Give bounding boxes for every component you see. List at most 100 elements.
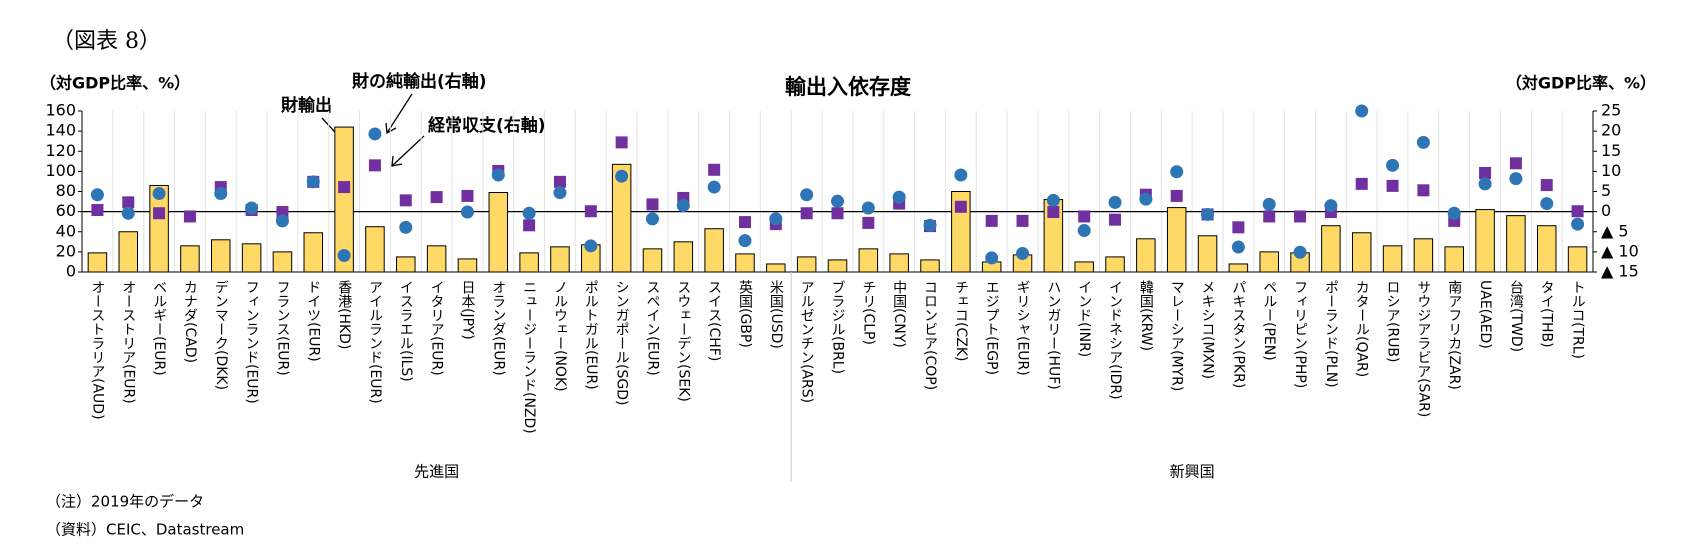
bar bbox=[1166, 207, 1187, 273]
bar bbox=[1105, 256, 1125, 273]
bar bbox=[1228, 263, 1249, 273]
x-tick-label: オーストラリア(AUD) bbox=[89, 280, 105, 420]
square-marker bbox=[1479, 166, 1492, 179]
square-marker bbox=[368, 159, 381, 172]
circle-marker bbox=[553, 186, 567, 200]
circle-marker bbox=[985, 251, 999, 265]
bar bbox=[365, 226, 385, 273]
x-tick-label: オランダ(EUR) bbox=[490, 280, 506, 376]
x-tick-label: ドイツ(EUR) bbox=[305, 280, 321, 362]
x-tick-label: ハンガリー(HUF) bbox=[1045, 280, 1061, 390]
square-marker bbox=[1355, 177, 1368, 190]
y-tick-label: 60 bbox=[56, 201, 76, 220]
square-marker bbox=[1170, 189, 1183, 202]
bar bbox=[704, 228, 724, 273]
x-tick-label: 米国(USD) bbox=[768, 280, 784, 349]
bar bbox=[241, 243, 262, 273]
x-tick-label: ブラジル(BRL) bbox=[830, 280, 846, 374]
x-tick-label: カナダ(CAD) bbox=[182, 280, 198, 363]
x-tick-label: スペイン(EUR) bbox=[644, 280, 660, 376]
x-tick-label: マレーシア(MYR) bbox=[1169, 280, 1185, 391]
circle-marker bbox=[800, 188, 814, 202]
circle-marker bbox=[738, 234, 752, 248]
circle-marker bbox=[1139, 192, 1153, 206]
x-tick-label: 日本(JPY) bbox=[459, 280, 475, 340]
square-marker bbox=[183, 210, 196, 223]
x-tick-label: フィリピン(PHP) bbox=[1292, 280, 1308, 388]
square-marker bbox=[1294, 210, 1307, 223]
bar bbox=[87, 252, 108, 273]
square-marker bbox=[831, 207, 844, 220]
x-tick-label: デンマーク(DKK) bbox=[213, 280, 229, 390]
bar bbox=[796, 256, 817, 273]
y2-tick-label: 10 bbox=[1601, 161, 1621, 180]
y-axis-label: （対GDP比率、%） bbox=[40, 74, 190, 93]
y2-tick-label: ▲ 10 bbox=[1601, 241, 1639, 260]
bar bbox=[611, 163, 632, 273]
arrow-head bbox=[385, 122, 397, 135]
square-marker bbox=[1109, 213, 1122, 226]
square-marker bbox=[1078, 210, 1091, 223]
bar bbox=[642, 248, 663, 273]
x-tick-label: 中国(CNY) bbox=[891, 280, 907, 348]
x-tick-label: アイルランド(EUR) bbox=[367, 280, 383, 404]
bar bbox=[180, 245, 200, 273]
circle-marker bbox=[1108, 195, 1122, 209]
bar bbox=[673, 241, 694, 273]
bar bbox=[858, 248, 879, 273]
square-marker bbox=[1540, 179, 1553, 192]
bar bbox=[303, 232, 324, 273]
arrow-head bbox=[391, 155, 403, 167]
square-marker bbox=[523, 219, 536, 232]
bar bbox=[1413, 238, 1434, 273]
square-marker bbox=[461, 189, 474, 202]
bar bbox=[118, 231, 139, 273]
circle-marker bbox=[1262, 197, 1276, 211]
bar bbox=[827, 259, 848, 273]
bar bbox=[550, 246, 570, 273]
circle-marker bbox=[954, 168, 968, 182]
y-tick-label: 160 bbox=[45, 101, 76, 120]
circle-marker bbox=[1478, 177, 1492, 191]
note: （注）2019年のデータ bbox=[46, 493, 204, 511]
y-tick-label: 120 bbox=[45, 141, 76, 160]
square-marker bbox=[276, 206, 289, 219]
x-tick-label: スウェーデン(SEK) bbox=[675, 280, 691, 402]
y2-tick-label: 20 bbox=[1601, 121, 1621, 140]
x-tick-label: タイ(THB) bbox=[1539, 280, 1555, 348]
circle-marker bbox=[1540, 197, 1554, 211]
square-marker bbox=[91, 204, 104, 217]
square-marker bbox=[153, 207, 166, 220]
square-marker bbox=[738, 216, 751, 229]
y-tick-label: 80 bbox=[56, 181, 76, 200]
circle-marker bbox=[1386, 158, 1400, 172]
bar bbox=[1567, 246, 1588, 273]
circle-marker bbox=[861, 201, 875, 215]
x-tick-label: エジプト(EGP) bbox=[984, 280, 1000, 375]
y2-tick-label: 25 bbox=[1601, 101, 1621, 120]
bar bbox=[457, 258, 478, 273]
square-marker bbox=[1016, 214, 1029, 227]
circle-marker bbox=[1571, 217, 1585, 231]
bar bbox=[1382, 245, 1403, 273]
circle-marker bbox=[1016, 246, 1030, 260]
square-marker bbox=[399, 194, 412, 207]
bar bbox=[1259, 251, 1279, 273]
bar bbox=[334, 126, 354, 273]
x-tick-label: カタール(QAR) bbox=[1354, 280, 1370, 377]
x-tick-label: スイス(CHF) bbox=[706, 280, 722, 361]
circle-marker bbox=[892, 190, 906, 204]
circle-marker bbox=[1046, 193, 1060, 207]
square-marker bbox=[985, 214, 998, 227]
y-tick-label: 140 bbox=[45, 121, 76, 140]
bar bbox=[1506, 215, 1526, 273]
x-tick-label: 香港(HKD) bbox=[336, 280, 352, 349]
figure-label: （図表 8） bbox=[52, 29, 161, 54]
circle-marker bbox=[615, 169, 629, 183]
x-tick-label: ベルギー(EUR) bbox=[151, 280, 167, 376]
note: （資料）CEIC、Datastream bbox=[46, 521, 244, 539]
circle-marker bbox=[1293, 245, 1307, 259]
y2-axis-label: （対GDP比率、%） bbox=[1506, 74, 1656, 93]
arrow bbox=[391, 135, 425, 167]
x-tick-label: アルゼンチン(ARS) bbox=[799, 280, 815, 403]
